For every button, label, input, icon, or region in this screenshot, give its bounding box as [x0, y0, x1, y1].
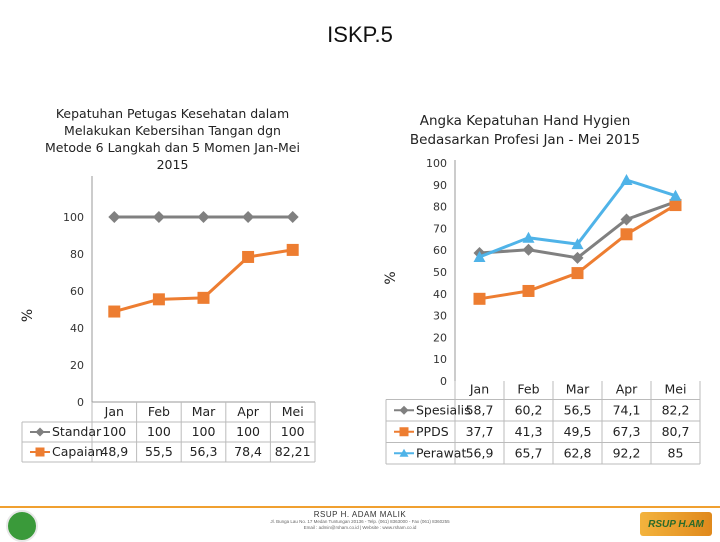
right-chart-point-spesialis	[620, 213, 633, 226]
left-chart-y-tick-label: 80	[70, 248, 84, 261]
left-chart-data-label: 100	[192, 424, 216, 439]
left-chart-point-capaian	[152, 293, 165, 306]
right-chart-point-ppds	[669, 199, 682, 212]
left-chart-y-tick-label: 20	[70, 359, 84, 372]
left-chart-data-label: 100	[281, 424, 305, 439]
right-chart-y-tick-label: 20	[433, 331, 447, 344]
left-chart-category-label: Mar	[192, 404, 216, 419]
right-chart-data-label: 80,7	[662, 424, 690, 439]
right-chart-point-ppds	[571, 267, 584, 280]
left-chart-point-capaian	[286, 243, 299, 256]
right-chart-category-label: Jan	[469, 382, 489, 397]
right-chart-data-label: 82,2	[662, 402, 690, 417]
right-chart-y-tick-label: 0	[440, 375, 447, 388]
left-chart-point-standar	[197, 211, 210, 223]
footer-divider	[0, 506, 720, 508]
right-chart-series-line-spesialis	[479, 200, 677, 260]
left-chart-point-capaian	[108, 305, 121, 318]
right-chart-point-perawat	[522, 231, 535, 243]
left-chart-legend-symbol-capaian	[35, 447, 45, 457]
left-chart-category-label: Mei	[282, 404, 304, 419]
left-chart-data-label: 56,3	[190, 444, 218, 459]
right-chart-y-tick-label: 10	[433, 353, 447, 366]
right-chart-legend-symbol-perawat	[399, 448, 409, 457]
chart-right-title: Angka Kepatuhan Hand Hygien Bedasarkan P…	[409, 113, 641, 148]
left-chart-point-capaian	[197, 291, 210, 304]
page-title: ISKP.5	[327, 22, 393, 47]
right-chart-data-label: 65,7	[515, 445, 543, 460]
left-chart-y-tick-label: 0	[77, 396, 84, 409]
right-chart-category-label: Feb	[517, 382, 539, 397]
left-chart-data-label: 100	[236, 424, 260, 439]
left-chart-category-label: Feb	[148, 404, 170, 419]
hospital-logo-icon: RSUP H.AM	[640, 512, 712, 536]
left-chart-category-label: Jan	[104, 404, 124, 419]
left-chart-point-standar	[108, 211, 121, 223]
right-chart-point-ppds	[620, 228, 633, 241]
right-chart-point-perawat	[620, 174, 633, 186]
right-chart-data-label: 58,7	[466, 402, 494, 417]
left-chart-data-label: 82,21	[275, 444, 311, 459]
footer-org-name: RSUP H. ADAM MALIK	[313, 510, 407, 519]
footer-address: Jl. Bunga Lau No. 17 Medan Tuntungan 201…	[270, 519, 450, 524]
right-chart-y-tick-label: 50	[433, 266, 447, 279]
left-chart-category-label: Apr	[237, 404, 259, 419]
left-chart-y-tick-label: 40	[70, 322, 84, 335]
right-chart-data-label: 41,3	[515, 424, 543, 439]
left-chart-y-tick-label: 100	[63, 211, 84, 224]
right-chart-y-tick-label: 60	[433, 244, 447, 257]
left-chart-data-label: 48,9	[100, 444, 128, 459]
left-chart-legend-symbol-standar	[35, 427, 45, 437]
right-chart-data-label: 56,5	[564, 402, 592, 417]
right-chart-y-tick-label: 70	[433, 222, 447, 235]
right-chart-category-label: Mar	[566, 382, 590, 397]
left-chart-point-capaian	[242, 250, 255, 263]
right-chart-legend-label: Spesialis	[416, 402, 471, 417]
right-chart-point-spesialis	[522, 243, 535, 256]
right-chart-data-label: 74,1	[613, 402, 641, 417]
right-chart-legend-label: Perawat	[416, 445, 466, 460]
left-chart-point-standar	[286, 211, 299, 223]
right-chart-category-label: Apr	[616, 382, 638, 397]
right-chart-legend-label: PPDS	[416, 424, 449, 439]
left-chart-y-axis-label: %	[20, 309, 36, 322]
right-chart-y-tick-label: 80	[433, 201, 447, 214]
right-chart-y-tick-label: 30	[433, 310, 447, 323]
right-chart-y-tick-label: 100	[426, 157, 447, 170]
left-chart-y-tick-label: 60	[70, 285, 84, 298]
right-chart-data-label: 49,5	[564, 424, 592, 439]
left-chart-data-label: 78,4	[234, 444, 262, 459]
right-chart-data-label: 62,8	[564, 445, 592, 460]
footer: RSUP H. ADAM MALIK Jl. Bunga Lau No. 17 …	[230, 510, 490, 531]
left-chart-point-standar	[242, 211, 255, 223]
left-chart-data-label: 100	[147, 424, 171, 439]
chart-left-title: Kepatuhan Petugas Kesehatan dalam Melaku…	[45, 106, 300, 172]
right-chart-y-tick-label: 40	[433, 288, 447, 301]
right-chart-data-label: 37,7	[466, 424, 494, 439]
right-chart-data-label: 60,2	[515, 402, 543, 417]
right-chart-data-label: 56,9	[466, 445, 494, 460]
right-chart-category-label: Mei	[665, 382, 687, 397]
right-chart-point-ppds	[473, 292, 486, 305]
left-chart-legend-label: Capaian	[52, 444, 103, 459]
right-chart-y-axis-label: %	[383, 271, 399, 284]
left-chart-data-label: 100	[102, 424, 126, 439]
right-chart-point-perawat	[669, 189, 682, 201]
left-chart-point-standar	[152, 211, 165, 223]
right-chart-data-label: 85	[668, 445, 684, 460]
right-chart-point-perawat	[571, 238, 584, 250]
right-chart-data-label: 92,2	[613, 445, 641, 460]
right-chart-point-ppds	[522, 284, 535, 297]
left-chart-legend-label: Standar	[52, 424, 102, 439]
right-chart-point-spesialis	[571, 251, 584, 264]
right-chart-legend-symbol-ppds	[399, 427, 409, 437]
right-chart-y-tick-label: 90	[433, 179, 447, 192]
left-chart-data-label: 55,5	[145, 444, 173, 459]
footer-contact: Email : admin@rsham.co.id | Website : ww…	[303, 525, 417, 530]
ministry-logo-icon	[6, 510, 38, 542]
right-chart-point-perawat	[473, 250, 486, 262]
right-chart-legend-symbol-spesialis	[399, 405, 409, 415]
right-chart-data-label: 67,3	[613, 424, 641, 439]
